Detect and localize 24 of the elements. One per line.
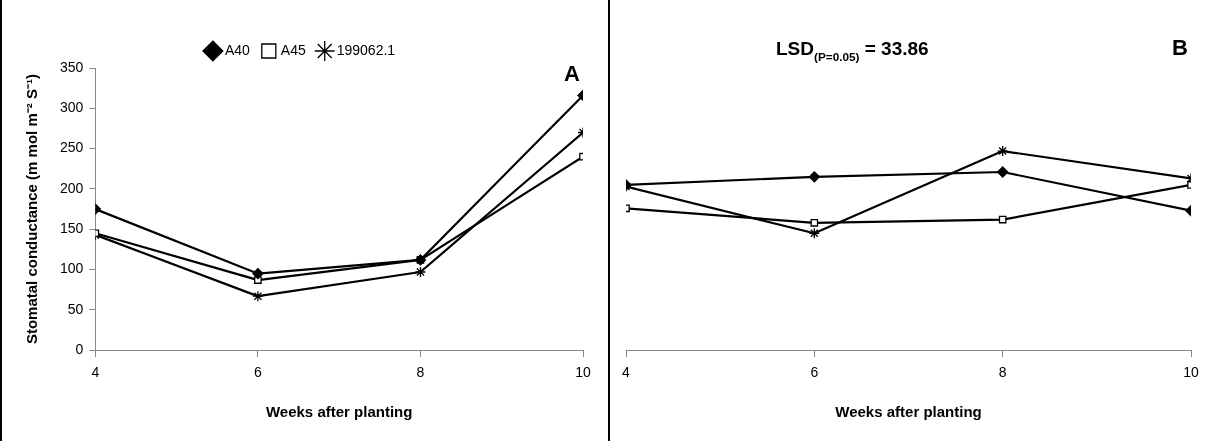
text: B	[1172, 35, 1188, 60]
x-tick-label: 6	[254, 364, 263, 381]
x-axis-title: Weeks after planting	[265, 403, 413, 421]
legend-label: A40	[224, 41, 251, 58]
x-tick-label: 4	[622, 364, 631, 381]
y-tick-label: 200	[60, 179, 84, 196]
y-tick-label: 350	[60, 58, 84, 75]
y-tick-label: 100	[60, 260, 84, 277]
x-tick-label: 8	[416, 364, 425, 381]
y-tick-label: 50	[67, 300, 84, 317]
x-axis-title: Weeks after planting	[835, 403, 982, 421]
y-tick-label: 300	[60, 99, 84, 116]
x-tick-label: 4	[91, 364, 100, 381]
y-tick-label: 0	[75, 341, 84, 358]
legend-label: A45	[280, 41, 306, 58]
x-tick-label: 10	[1183, 364, 1199, 381]
annotation: A	[564, 61, 581, 86]
x-tick-label: 8	[998, 364, 1007, 381]
legend-label: 199062.1	[336, 41, 396, 58]
y-tick-label: 150	[60, 220, 84, 237]
y-tick-label: 250	[60, 139, 84, 156]
x-tick-label: 10	[575, 364, 591, 381]
x-tick-label: 6	[810, 364, 819, 381]
y-axis-title: Stomatal conductance (m mol m⁻² S⁻¹)	[23, 74, 41, 345]
